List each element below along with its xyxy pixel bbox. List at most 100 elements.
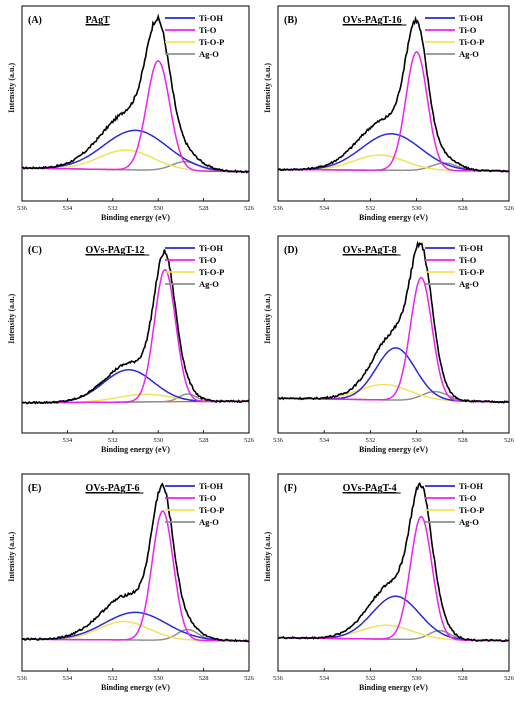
y-axis-title: Intensity (a.u.) xyxy=(7,293,16,343)
panel-letter: (A) xyxy=(28,15,42,26)
series-ti-oh xyxy=(278,347,509,403)
legend-label-ti-o: Ti-O xyxy=(199,255,217,265)
x-tick-label: 526 xyxy=(244,675,255,682)
x-tick-label: 534 xyxy=(319,437,330,444)
x-tick-label: 528 xyxy=(199,205,209,212)
x-tick-label: 528 xyxy=(458,437,468,444)
plot-frame xyxy=(277,473,510,672)
series-ti-o xyxy=(278,276,509,403)
y-axis-title: Intensity (a.u.) xyxy=(7,63,16,113)
series-envelope xyxy=(277,481,510,643)
legend-label-ti-oh: Ti-OH xyxy=(459,13,483,23)
y-axis-title: Intensity (a.u.) xyxy=(7,531,16,581)
plot-frame xyxy=(277,5,510,202)
legend-label-ag-o: Ag-O xyxy=(459,49,479,59)
legend-label-ti-o-p: Ti-O-P xyxy=(459,267,484,277)
x-axis-title: Binding energy (eV) xyxy=(101,445,170,454)
panel-title: OVs-PAgT-8 xyxy=(343,245,397,256)
legend-label-ti-o: Ti-O xyxy=(459,493,477,503)
x-tick-label: 528 xyxy=(199,437,209,444)
x-tick-label: 534 xyxy=(63,205,74,212)
x-tick-label: 536 xyxy=(273,675,284,682)
legend-label-ti-o: Ti-O xyxy=(459,255,477,265)
panel-title: OVs-PAgT-6 xyxy=(86,483,140,494)
legend-label-ag-o: Ag-O xyxy=(459,279,479,289)
x-tick-label: 534 xyxy=(319,205,330,212)
panel-title: PAgT xyxy=(86,15,111,26)
x-tick-label: 526 xyxy=(504,205,515,212)
legend-label-ti-oh: Ti-OH xyxy=(199,481,223,491)
series-ti-oh xyxy=(22,129,249,173)
x-tick-label: 530 xyxy=(153,205,163,212)
y-axis-title: Intensity (a.u.) xyxy=(263,531,272,581)
legend-label-ti-oh: Ti-OH xyxy=(199,13,223,23)
x-tick-label: 528 xyxy=(199,675,209,682)
x-tick-label: 532 xyxy=(366,675,376,682)
panel-title: OVs-PAgT-16 xyxy=(343,15,402,26)
x-tick-label: 530 xyxy=(412,675,422,682)
panel-d: 536 534 532 530 528 526 Binding energy (eV) Int… xyxy=(263,235,515,454)
series-envelope xyxy=(277,15,510,173)
panel-title: OVs-PAgT-4 xyxy=(343,483,397,494)
legend-label-ti-o: Ti-O xyxy=(199,493,217,503)
panel-a: 536 534 532 530 528 526 Binding energy (eV) Int… xyxy=(7,5,255,222)
plot-frame xyxy=(21,473,250,672)
legend-label-ti-o-p: Ti-O-P xyxy=(199,37,224,47)
x-tick-label: 526 xyxy=(504,675,515,682)
panel-letter: (B) xyxy=(284,15,297,26)
panel-b: 536 534 532 530 528 526 Binding energy (eV) Int… xyxy=(263,5,515,222)
panel-title: OVs-PAgT-12 xyxy=(86,245,145,256)
series-envelope xyxy=(21,249,250,405)
x-tick-label: 532 xyxy=(108,205,118,212)
series-ti-oh xyxy=(278,133,509,172)
legend-label-ag-o: Ag-O xyxy=(199,279,219,289)
x-tick-label: 530 xyxy=(153,437,163,444)
panel-c: 534 532 530 528 526 Binding energy (eV) Intens… xyxy=(7,235,255,454)
legend-label-ti-o-p: Ti-O-P xyxy=(459,37,484,47)
series-envelope xyxy=(277,240,510,404)
y-axis-title: Intensity (a.u.) xyxy=(263,63,272,113)
x-tick-label: 536 xyxy=(273,205,284,212)
legend-label-ti-oh: Ti-OH xyxy=(459,243,483,253)
legend-label-ti-oh: Ti-OH xyxy=(199,243,223,253)
x-tick-label: 526 xyxy=(504,437,515,444)
x-tick-label: 530 xyxy=(412,205,422,212)
x-tick-label: 534 xyxy=(63,675,74,682)
series-ti-o xyxy=(21,510,249,642)
plot-frame xyxy=(21,235,250,434)
panel-f: 536 534 532 530 528 526 Binding energy (eV) Int… xyxy=(263,473,515,692)
legend-label-ti-oh: Ti-OH xyxy=(459,481,483,491)
x-tick-label: 536 xyxy=(273,437,284,444)
legend-label-ti-o: Ti-O xyxy=(459,25,477,35)
x-tick-label: 530 xyxy=(153,675,163,682)
plot-frame xyxy=(21,5,250,202)
x-tick-label: 534 xyxy=(319,675,330,682)
series-ti-oh xyxy=(22,611,249,642)
legend-label-ti-o: Ti-O xyxy=(199,25,217,35)
x-axis-title: Binding energy (eV) xyxy=(359,683,428,692)
series-envelope xyxy=(21,482,250,643)
panel-letter: (D) xyxy=(284,245,298,256)
x-tick-label: 534 xyxy=(63,437,74,444)
x-tick-label: 532 xyxy=(108,675,118,682)
x-tick-label: 536 xyxy=(17,205,28,212)
plot-frame xyxy=(277,235,510,434)
panel-letter: (F) xyxy=(284,483,297,494)
x-tick-label: 526 xyxy=(244,205,255,212)
x-tick-label: 532 xyxy=(366,437,376,444)
panel-letter: (E) xyxy=(28,483,41,494)
x-axis-title: Binding energy (eV) xyxy=(101,683,170,692)
x-tick-label: 528 xyxy=(458,205,468,212)
x-tick-label: 526 xyxy=(244,437,255,444)
legend-label-ti-o-p: Ti-O-P xyxy=(459,505,484,515)
x-tick-label: 528 xyxy=(458,675,468,682)
legend-label-ti-o-p: Ti-O-P xyxy=(199,267,224,277)
x-tick-label: 536 xyxy=(17,675,28,682)
series-ti-o xyxy=(21,59,249,173)
x-tick-label: 532 xyxy=(366,205,376,212)
x-tick-label: 530 xyxy=(412,437,422,444)
series-envelope xyxy=(22,13,250,174)
panel-letter: (C) xyxy=(28,245,42,256)
x-axis-title: Binding energy (eV) xyxy=(101,213,170,222)
